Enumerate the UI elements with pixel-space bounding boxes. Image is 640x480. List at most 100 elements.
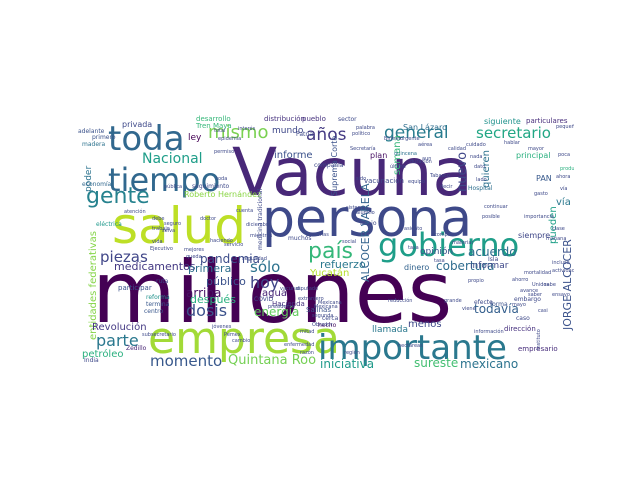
cloud-background (80, 115, 570, 365)
word-publico: público (206, 275, 246, 288)
word-diputado: diputado (296, 286, 318, 292)
word-nada: nada (470, 154, 482, 160)
word-arriba: arriba (186, 286, 221, 300)
word-decir: decir (440, 184, 453, 190)
word-primera: primera (188, 262, 231, 275)
word-interes: interés (238, 125, 256, 132)
word-quintana-roo: Quintana Roo (228, 353, 316, 368)
word-embargo: embargo (514, 296, 541, 303)
word-particulares: particulares (526, 117, 568, 125)
word-desarrollo: desarrollo (196, 115, 231, 123)
word-asiento: asiento (404, 226, 422, 232)
word-hoy: hoy (250, 273, 279, 292)
word-salud: salud (112, 197, 246, 255)
word-importante: importante (318, 328, 507, 368)
word-vacunacion: vacunación (364, 177, 404, 185)
word-birmex: Birmex (384, 136, 402, 142)
word-menos: menos (408, 319, 442, 330)
word-haciendo: haciendo (210, 238, 233, 244)
word-forma: forma (490, 301, 508, 308)
word-san-lazaro: San Lázaro (403, 123, 447, 132)
word-pais: país (308, 239, 353, 264)
word-adelante: adelante (78, 128, 105, 135)
word-incluso: incluso (552, 260, 570, 266)
word-sureste: sureste (414, 356, 458, 370)
word-dato: dato (474, 164, 485, 170)
word-cuenta: cuenta (236, 208, 253, 214)
word-tren-maya: Tren Maya (195, 122, 232, 130)
word-siempre: siempre (518, 231, 550, 240)
word-millones: millones (92, 243, 452, 343)
word-mexicano: mexicano (460, 357, 518, 371)
word-compania: compañía (314, 162, 344, 169)
word-distribucion: distribución (264, 115, 305, 123)
word-reduccion: reducción (388, 297, 412, 304)
word-debe: debe (152, 216, 165, 222)
word-cuidado: cuidado (466, 142, 486, 148)
word-posible: posible (482, 214, 500, 220)
word-gobierno: gobierno (378, 226, 519, 264)
word-dinero: dinero (404, 263, 429, 272)
word-parte: parte (96, 331, 139, 350)
word-mientras: mientras (250, 233, 273, 239)
word-atencion: atención (124, 208, 146, 215)
word-alcocer-varela: ALCOCER VARELA (359, 183, 372, 282)
word-vacunas: vacunas (280, 286, 301, 292)
word-actividad: actividad (552, 268, 575, 274)
word-direccion: dirección (504, 325, 536, 333)
word-iniciativa: iniciativa (320, 357, 374, 371)
word-revolucion: Revolución (92, 321, 147, 333)
word-entidades-federativas: entidades federativas (88, 231, 99, 340)
word-suprema-corte: Suprema Corte (330, 136, 339, 196)
word-nuevo: nuevo (455, 152, 470, 192)
word-economia: economía (82, 181, 112, 188)
word-salinas: Salinas (306, 306, 331, 314)
word-sabe: sabe (544, 282, 556, 288)
word-general: general (384, 123, 449, 143)
word-vacuna: Vacuna (232, 134, 473, 211)
word-presidente: presidente (268, 304, 295, 310)
word-ahorro: ahorro (512, 277, 528, 283)
word-unidos: Unidos (532, 282, 549, 288)
word-termina: termina (146, 301, 170, 308)
word-mejores: mejores (184, 247, 204, 253)
word-informacion: información (474, 328, 504, 335)
word-poder: poder (84, 166, 94, 192)
word-reforma: reforma (146, 294, 170, 301)
word-mismo: mismo (208, 122, 268, 143)
word-informe: informe (274, 150, 313, 161)
word-sido: sido (356, 176, 366, 182)
word-seguridad: seguridad (242, 256, 267, 262)
word-gente: gente (86, 184, 150, 209)
word-hacienda: Hacienda (272, 300, 305, 308)
word-centro: centro (144, 308, 163, 315)
word-clase: clase (552, 226, 565, 232)
word-caso: caso (516, 315, 530, 322)
word-patria: Patria (296, 131, 314, 138)
word-solo: sólo (250, 258, 280, 276)
word-poca: poca (558, 152, 570, 158)
word-palabra: palabra (356, 125, 375, 131)
word-trabajo: trabajo (152, 226, 170, 232)
word-viene: viene (462, 306, 476, 312)
word-electrica: eléctrica (96, 221, 122, 228)
word-tiempo: tiempo (108, 161, 220, 199)
word-pequeno: pequeño (556, 124, 578, 130)
word-tasa: tasa (434, 258, 445, 264)
word-social: social (342, 239, 356, 245)
word-piezas: piezas (100, 248, 148, 266)
word-saber: saber (528, 292, 543, 298)
word-cerca: cerca (322, 315, 339, 322)
word-pemex: Pemex (224, 332, 241, 338)
word-importancia: importancia (524, 214, 554, 220)
word-mayor: mayor (528, 146, 545, 152)
word-avance: avance (520, 288, 538, 294)
word-sistema: sistema (346, 205, 366, 211)
word-grande: grande (444, 298, 462, 304)
word-duracion: duración (410, 158, 432, 165)
word-manana: mañana (546, 236, 566, 242)
word-selva: selva (162, 228, 175, 234)
word-tasa: tasa (408, 245, 419, 251)
word-extranjero: extranjero (298, 296, 324, 302)
